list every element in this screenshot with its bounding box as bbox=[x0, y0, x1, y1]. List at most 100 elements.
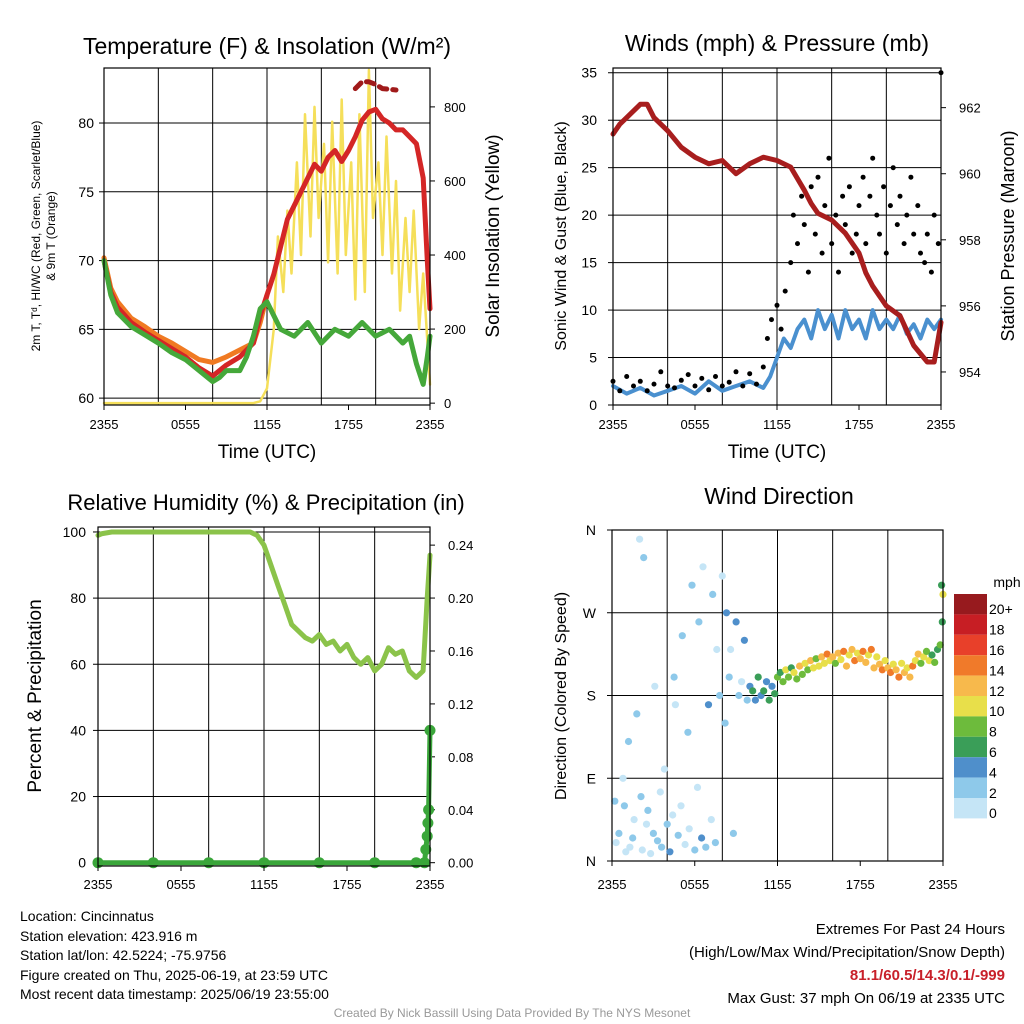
direction-point bbox=[658, 843, 666, 851]
gust-point bbox=[754, 381, 759, 387]
gust-point bbox=[928, 269, 934, 275]
direction-point bbox=[853, 649, 862, 657]
gust-point bbox=[856, 203, 862, 209]
direction-point bbox=[807, 657, 815, 665]
direction-point bbox=[801, 659, 809, 667]
direction-point bbox=[647, 850, 655, 858]
wind-direction-y-axis-label: Direction (Colored By Speed) bbox=[553, 592, 570, 800]
extremes-values: 81.1/60.5/14.3/0.1/-999 bbox=[849, 967, 1005, 984]
credit-line: Created By Nick Bassill Using Data Provi… bbox=[333, 1006, 691, 1020]
extremes-info: Extremes For Past 24 Hours (High/Low/Max… bbox=[689, 918, 1005, 1010]
gust-point bbox=[801, 222, 807, 228]
gust-point bbox=[764, 336, 770, 341]
direction-point bbox=[870, 664, 878, 672]
direction-point bbox=[881, 657, 889, 665]
legend-swatch bbox=[954, 716, 987, 737]
right-y-tick-label: 0.00 bbox=[448, 856, 473, 871]
temp-9m-line bbox=[101, 255, 270, 365]
direction-point bbox=[931, 658, 939, 667]
gust-points bbox=[610, 70, 944, 394]
direction-point bbox=[809, 664, 818, 672]
legend-label: 2 bbox=[989, 785, 997, 801]
right-y-tick-label: 200 bbox=[444, 322, 466, 337]
x-tick-label: 1155 bbox=[253, 417, 281, 432]
gust-point bbox=[658, 369, 664, 375]
direction-point bbox=[864, 651, 873, 659]
direction-point bbox=[693, 783, 702, 792]
gust-point bbox=[829, 241, 835, 247]
direction-point bbox=[848, 645, 856, 654]
direction-point bbox=[713, 645, 721, 654]
right-y-tick-label: 0.12 bbox=[448, 697, 473, 712]
direction-point bbox=[936, 641, 944, 649]
gust-point bbox=[911, 231, 917, 237]
y-tick-label: 20 bbox=[581, 207, 597, 223]
direction-point bbox=[749, 687, 757, 695]
max-gust: Max Gust: 37 mph On 06/19 at 2335 UTC bbox=[727, 990, 1005, 1007]
direction-point bbox=[922, 647, 931, 656]
direction-point bbox=[878, 666, 886, 674]
temperature-chart-title: Temperature (F) & Insolation (W/m²) bbox=[83, 33, 451, 59]
direction-point bbox=[751, 696, 760, 704]
gust-point bbox=[822, 203, 828, 209]
x-tick-label: 0555 bbox=[167, 877, 196, 892]
wind-direction-panel: Wind Direction Direction (Colored By Spe… bbox=[553, 483, 957, 892]
gust-point bbox=[699, 375, 705, 381]
gust-point bbox=[713, 374, 718, 379]
direction-point bbox=[920, 653, 928, 661]
direction-point bbox=[638, 846, 646, 854]
x-tick-label: 1155 bbox=[764, 877, 792, 892]
x-tick-label: 2355 bbox=[416, 877, 445, 892]
direction-point bbox=[718, 572, 726, 580]
legend-label: 4 bbox=[989, 764, 997, 780]
y-tick-label: 30 bbox=[581, 112, 597, 128]
humidity-panel: Relative Humidity (%) & Precipitation (i… bbox=[25, 490, 473, 892]
y-tick-label: 10 bbox=[581, 302, 597, 318]
gust-point bbox=[726, 379, 732, 385]
legend-label: 12 bbox=[989, 683, 1005, 699]
direction-point bbox=[876, 660, 884, 668]
gust-point bbox=[685, 372, 691, 378]
direction-point bbox=[768, 682, 776, 690]
legend-swatch bbox=[954, 736, 987, 758]
gust-point bbox=[733, 369, 739, 375]
wind-x-axis-label: Time (UTC) bbox=[728, 442, 827, 463]
gust-point bbox=[644, 388, 650, 394]
gust-point bbox=[769, 317, 774, 323]
gust-point bbox=[935, 241, 941, 247]
gust-point bbox=[860, 174, 866, 180]
wind-direction-chart-title: Wind Direction bbox=[704, 483, 854, 509]
direction-point bbox=[699, 563, 707, 571]
legend-swatch bbox=[954, 614, 987, 635]
right-y-tick-label: 600 bbox=[444, 174, 466, 189]
y-tick-label: S bbox=[587, 688, 596, 704]
direction-point bbox=[812, 655, 820, 663]
direction-point bbox=[925, 657, 933, 665]
solar-insolation-line bbox=[102, 68, 432, 405]
direction-point bbox=[938, 618, 946, 626]
y-tick-label: 65 bbox=[78, 321, 94, 337]
gust-point bbox=[808, 184, 814, 190]
temperature-panel: Temperature (F) & Insolation (W/m²) Time… bbox=[29, 33, 504, 463]
direction-point bbox=[738, 678, 746, 686]
legend-swatch bbox=[954, 594, 987, 615]
x-tick-label: 2355 bbox=[598, 877, 627, 892]
direction-point bbox=[898, 659, 906, 667]
direction-point bbox=[727, 645, 735, 654]
direction-point bbox=[666, 848, 674, 856]
pressure-line bbox=[610, 101, 944, 365]
y-tick-label: 0 bbox=[589, 397, 597, 413]
legend-label: 10 bbox=[989, 703, 1005, 719]
direction-point bbox=[669, 811, 677, 819]
precipitation-point bbox=[420, 844, 432, 855]
y-tick-label: 100 bbox=[63, 524, 87, 540]
temperature-right-axis-label: Solar Insolation (Yellow) bbox=[483, 134, 504, 337]
direction-point bbox=[698, 834, 706, 842]
gust-point bbox=[881, 184, 887, 190]
direction-point bbox=[691, 846, 699, 854]
x-tick-label: 1755 bbox=[333, 877, 362, 892]
gust-point bbox=[692, 383, 698, 389]
direction-point bbox=[629, 834, 637, 842]
right-y-tick-label: 0.24 bbox=[448, 538, 473, 553]
direction-point bbox=[892, 666, 900, 674]
